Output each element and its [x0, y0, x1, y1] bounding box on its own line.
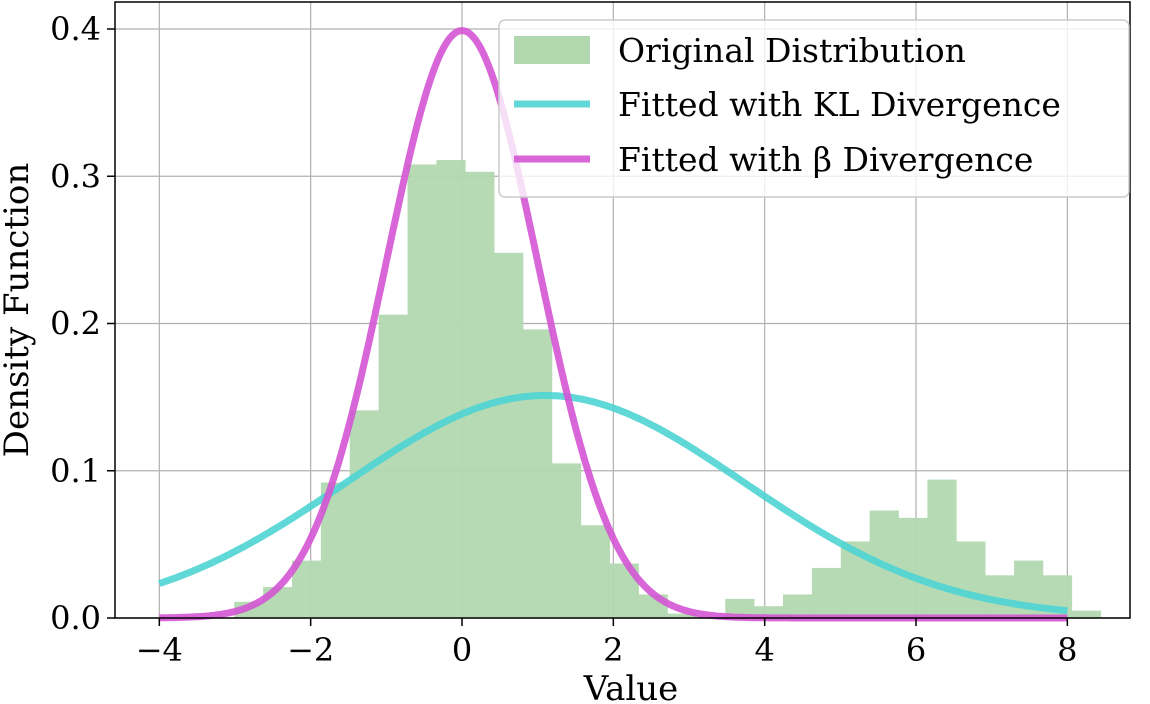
y-tick-label: 0.2 [50, 305, 101, 343]
histogram-bar [667, 613, 697, 618]
histogram-bar [436, 160, 466, 619]
fitted-line-kl [158, 392, 1068, 615]
histogram-bar [754, 606, 784, 618]
histogram-bar [898, 517, 928, 618]
ticks: −4 −2 0 2 4 6 8 0.0 0.1 0.2 0.3 0.4 [50, 10, 1077, 669]
histogram-bar [378, 314, 408, 618]
histogram-bar [407, 164, 437, 618]
x-tick-label: −2 [287, 631, 334, 669]
histogram-bar [580, 525, 611, 618]
legend-box [498, 19, 1130, 198]
legend-label-histogram: Original Distribution [618, 31, 966, 70]
legend-label-beta: Fitted with β Divergence [618, 140, 1033, 179]
histogram-bar [551, 463, 582, 618]
histogram-bars [234, 160, 1102, 619]
y-tick-label: 0.4 [50, 10, 101, 48]
histogram-bar [465, 171, 495, 618]
x-tick-label: 4 [755, 631, 775, 669]
y-tick-label: 0.1 [50, 452, 101, 490]
histogram-bar [1071, 610, 1102, 618]
x-tick-label: 0 [452, 631, 472, 669]
y-tick-label: 0.0 [50, 599, 101, 637]
x-tick-label: 2 [603, 631, 623, 669]
y-axis-label: Density Function [0, 163, 37, 458]
histogram-bar [349, 410, 379, 618]
histogram-bar [725, 598, 755, 618]
x-axis-label: Value [583, 669, 679, 704]
histogram-bar [523, 329, 553, 618]
histogram-bar [291, 560, 322, 618]
plot-frame [114, 1, 1131, 619]
histogram-bar [927, 479, 957, 618]
histogram-bar [494, 252, 524, 618]
legend-swatch-histogram [514, 36, 590, 64]
histogram-bar [783, 594, 813, 618]
x-tick-label: −4 [136, 631, 183, 669]
legend-label-kl: Fitted with KL Divergence [618, 85, 1061, 124]
x-tick-label: 6 [906, 631, 926, 669]
x-tick-label: 8 [1057, 631, 1077, 669]
histogram-bar [956, 541, 986, 618]
y-tick-label: 0.3 [50, 157, 101, 195]
legend: Original Distribution Fitted with KL Div… [498, 19, 1130, 198]
histogram-bar [811, 567, 842, 618]
